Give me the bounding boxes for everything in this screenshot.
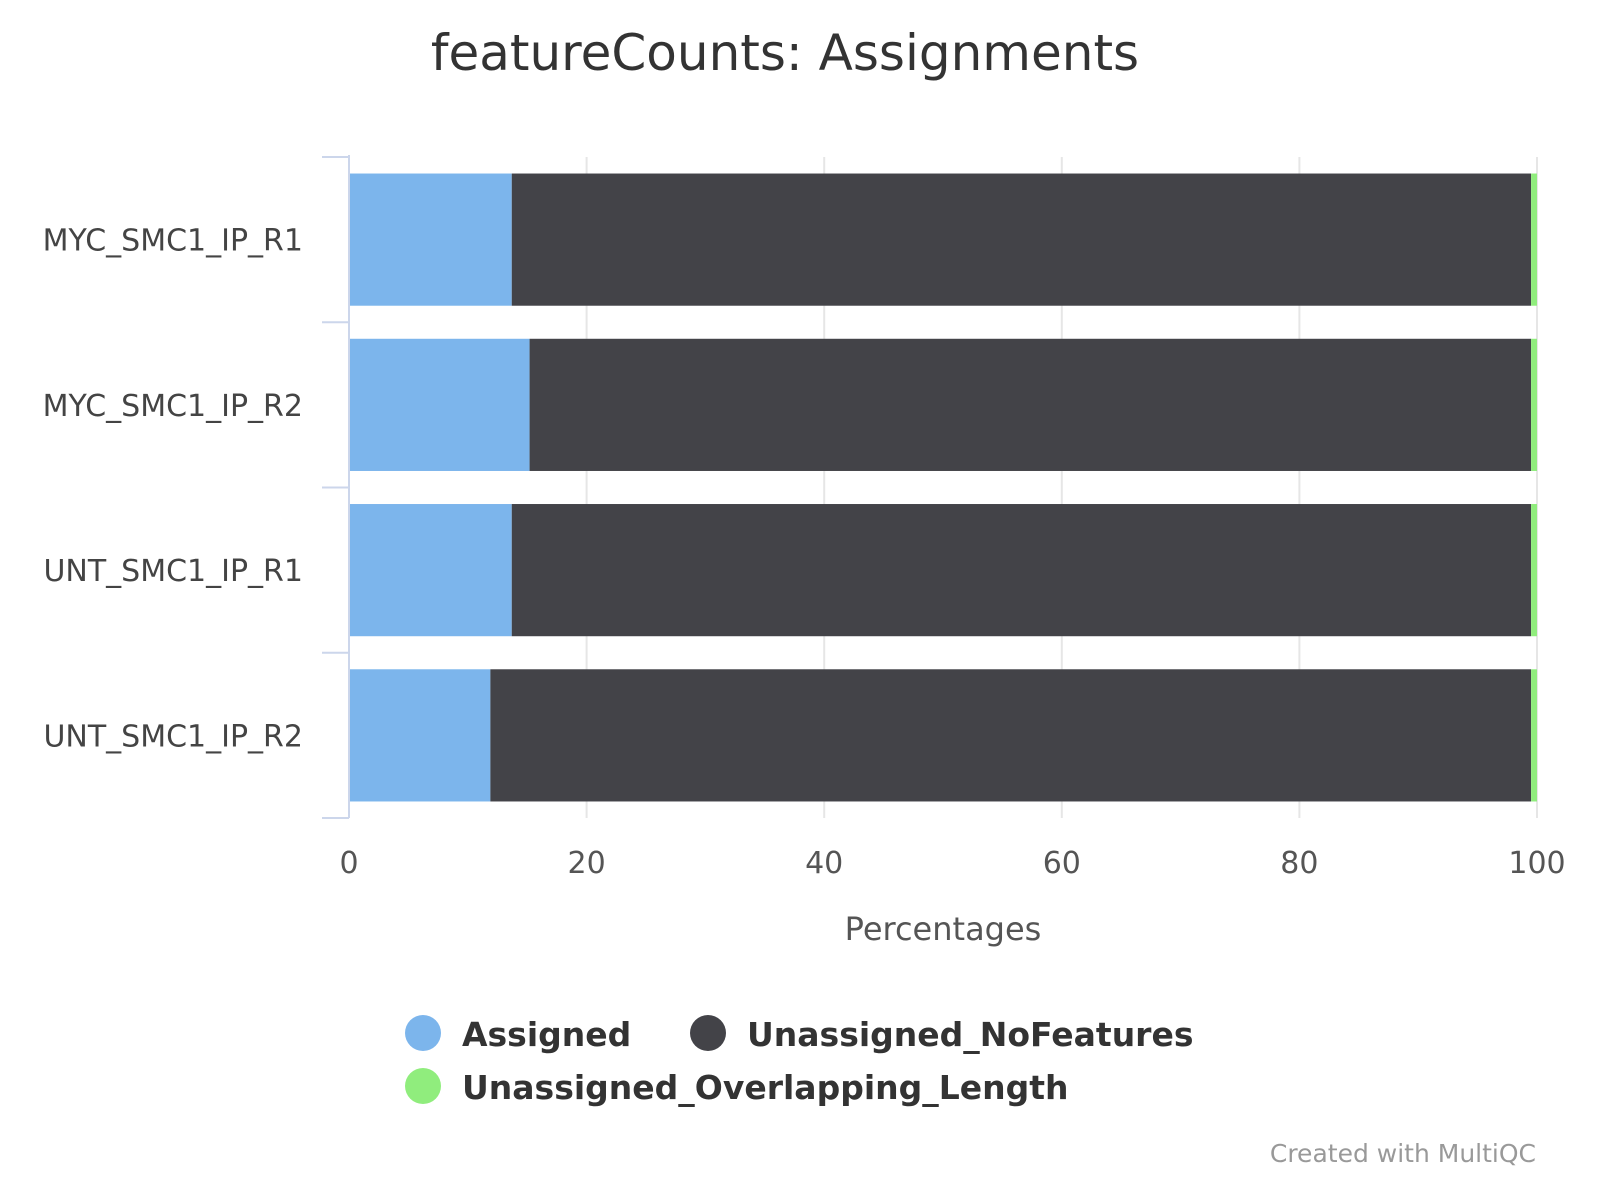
bar-unassigned-nofeatures-unt-smc1-ip-r2[interactable] bbox=[490, 669, 1532, 802]
legend-marker bbox=[405, 1068, 441, 1104]
legend: Assigned Unassigned_NoFeatures Unassigned_… bbox=[405, 1015, 1193, 1107]
x-tick-label: 80 bbox=[1280, 846, 1318, 881]
bar-unassigned-overlapping-length-myc-smc1-ip-r1[interactable] bbox=[1531, 173, 1537, 306]
bar-assigned-unt-smc1-ip-r1[interactable] bbox=[349, 504, 512, 637]
bar-unassigned-nofeatures-myc-smc1-ip-r1[interactable] bbox=[511, 173, 1532, 306]
y-category-label: UNT_SMC1_IP_R1 bbox=[43, 554, 303, 589]
x-tick-label: 100 bbox=[1508, 846, 1565, 881]
bar-unassigned-overlapping-length-unt-smc1-ip-r1[interactable] bbox=[1531, 504, 1537, 637]
axes: 0 20 40 60 80 100 MYC_SMC1_IP_R1 MYC_SMC1_IP_R2… bbox=[43, 155, 1566, 881]
bar-unassigned-nofeatures-myc-smc1-ip-r2[interactable] bbox=[529, 338, 1532, 471]
y-category-label: MYC_SMC1_IP_R2 bbox=[43, 389, 303, 424]
legend-item-unassigned-nofeatures[interactable]: Unassigned_NoFeatures bbox=[690, 1015, 1193, 1054]
legend-item-unassigned-overlapping-length[interactable]: Unassigned_Overlapping_Length bbox=[405, 1068, 1069, 1107]
legend-marker bbox=[405, 1015, 441, 1051]
bar-assigned-myc-smc1-ip-r2[interactable] bbox=[349, 338, 530, 471]
x-tick-label: 60 bbox=[1043, 846, 1081, 881]
x-tick-label: 0 bbox=[339, 846, 358, 881]
bar-unassigned-overlapping-length-unt-smc1-ip-r2[interactable] bbox=[1531, 669, 1537, 802]
legend-item-assigned[interactable]: Assigned bbox=[405, 1015, 631, 1054]
bar-assigned-myc-smc1-ip-r1[interactable] bbox=[349, 173, 512, 306]
legend-label: Unassigned_NoFeatures bbox=[747, 1015, 1193, 1054]
bar-assigned-unt-smc1-ip-r2[interactable] bbox=[349, 669, 491, 802]
chart-title: featureCounts: Assignments bbox=[431, 24, 1139, 82]
bar-unassigned-overlapping-length-myc-smc1-ip-r2[interactable] bbox=[1531, 338, 1537, 471]
bars bbox=[349, 173, 1537, 802]
legend-marker bbox=[690, 1015, 726, 1051]
x-tick-label: 20 bbox=[568, 846, 606, 881]
credit-text[interactable]: Created with MultiQC bbox=[1270, 1139, 1536, 1168]
y-category-label: UNT_SMC1_IP_R2 bbox=[43, 719, 303, 754]
y-category-label: MYC_SMC1_IP_R1 bbox=[43, 224, 303, 259]
bar-unassigned-nofeatures-unt-smc1-ip-r1[interactable] bbox=[511, 504, 1532, 637]
legend-label: Unassigned_Overlapping_Length bbox=[462, 1068, 1069, 1107]
x-axis-title: Percentages bbox=[845, 910, 1042, 948]
x-tick-label: 40 bbox=[805, 846, 843, 881]
legend-label: Assigned bbox=[462, 1015, 631, 1054]
